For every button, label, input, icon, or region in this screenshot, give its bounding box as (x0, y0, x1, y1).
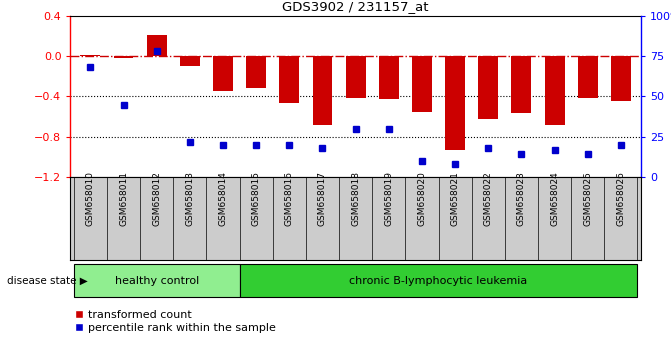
Bar (511, 56, 531, 113)
Bar (279, 56, 299, 103)
Text: healthy control: healthy control (115, 275, 199, 286)
FancyBboxPatch shape (74, 264, 240, 297)
Title: GDS3902 / 231157_at: GDS3902 / 231157_at (282, 0, 429, 13)
FancyBboxPatch shape (240, 264, 637, 297)
Bar (147, 35, 166, 56)
Bar (478, 56, 498, 119)
Bar (545, 56, 564, 125)
Bar (611, 56, 631, 102)
Bar (379, 56, 399, 99)
Text: chronic B-lymphocytic leukemia: chronic B-lymphocytic leukemia (350, 275, 527, 286)
Text: disease state ▶: disease state ▶ (7, 275, 87, 286)
Bar (412, 56, 432, 112)
Bar (180, 56, 200, 66)
Bar (213, 56, 233, 91)
Bar (81, 55, 100, 56)
Bar (578, 56, 598, 98)
Bar (346, 56, 366, 98)
Bar (113, 56, 134, 58)
Bar (246, 56, 266, 88)
Legend: transformed count, percentile rank within the sample: transformed count, percentile rank withi… (76, 310, 276, 333)
Bar (313, 56, 332, 125)
Bar (445, 56, 465, 150)
